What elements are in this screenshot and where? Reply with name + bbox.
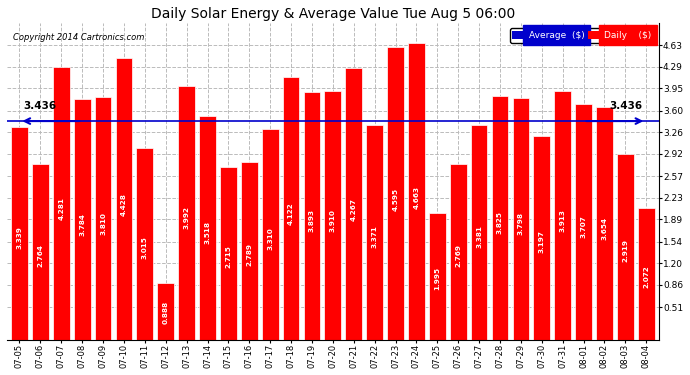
Text: 3.654: 3.654 [602,217,607,240]
Text: 3.784: 3.784 [79,213,85,236]
Text: 3.310: 3.310 [267,227,273,250]
Bar [32,164,49,340]
Bar [283,78,299,340]
Text: 3.825: 3.825 [497,211,503,234]
Text: 2.715: 2.715 [226,245,231,268]
Text: 2.769: 2.769 [455,244,461,267]
Bar [74,99,90,340]
Text: 3.371: 3.371 [372,225,377,248]
Bar [157,283,174,340]
Text: 3.992: 3.992 [184,206,190,229]
Bar [596,107,613,340]
Text: 4.428: 4.428 [121,193,127,216]
Text: 2.764: 2.764 [37,244,43,267]
Bar [366,125,383,340]
Bar [304,92,320,340]
Text: 0.888: 0.888 [163,301,169,324]
Bar [387,47,404,340]
Text: 3.910: 3.910 [330,209,336,232]
Text: 3.436: 3.436 [23,101,57,111]
Bar [513,98,529,340]
Text: 2.072: 2.072 [643,265,649,288]
Bar [241,162,257,340]
Text: 3.015: 3.015 [142,236,148,259]
Legend: Average  ($), Daily    ($): Average ($), Daily ($) [510,28,654,42]
Bar [492,96,509,340]
Text: 3.913: 3.913 [560,209,566,232]
Bar [429,213,446,340]
Text: 4.267: 4.267 [351,198,357,221]
Text: 2.789: 2.789 [246,243,253,266]
Text: 4.663: 4.663 [413,186,420,209]
Bar [137,148,153,340]
Bar [533,136,550,340]
Bar [11,127,28,340]
Bar [199,116,216,340]
Bar [450,164,466,340]
Text: 3.893: 3.893 [309,209,315,232]
Text: 2.919: 2.919 [622,239,629,262]
Bar [95,97,111,340]
Bar [638,208,655,340]
Text: 3.810: 3.810 [100,212,106,235]
Text: 3.197: 3.197 [539,231,545,254]
Text: 3.798: 3.798 [518,212,524,235]
Bar [346,68,362,340]
Bar [575,104,592,340]
Bar [178,86,195,340]
Text: 1.995: 1.995 [434,267,440,290]
Text: 3.339: 3.339 [17,226,23,249]
Bar [554,91,571,340]
Text: 3.381: 3.381 [476,225,482,248]
Bar [53,68,70,340]
Text: 3.436: 3.436 [609,101,642,111]
Text: 3.518: 3.518 [204,221,210,244]
Text: Copyright 2014 Cartronics.com: Copyright 2014 Cartronics.com [14,33,145,42]
Bar [262,129,279,340]
Title: Daily Solar Energy & Average Value Tue Aug 5 06:00: Daily Solar Energy & Average Value Tue A… [150,7,515,21]
Text: 4.595: 4.595 [393,188,399,211]
Bar [471,124,487,340]
Text: 4.281: 4.281 [58,198,64,220]
Bar [220,167,237,340]
Bar [408,43,425,340]
Text: 4.122: 4.122 [288,202,294,225]
Text: 3.707: 3.707 [580,215,586,238]
Bar [116,58,132,340]
Bar [324,91,342,340]
Bar [617,154,633,340]
